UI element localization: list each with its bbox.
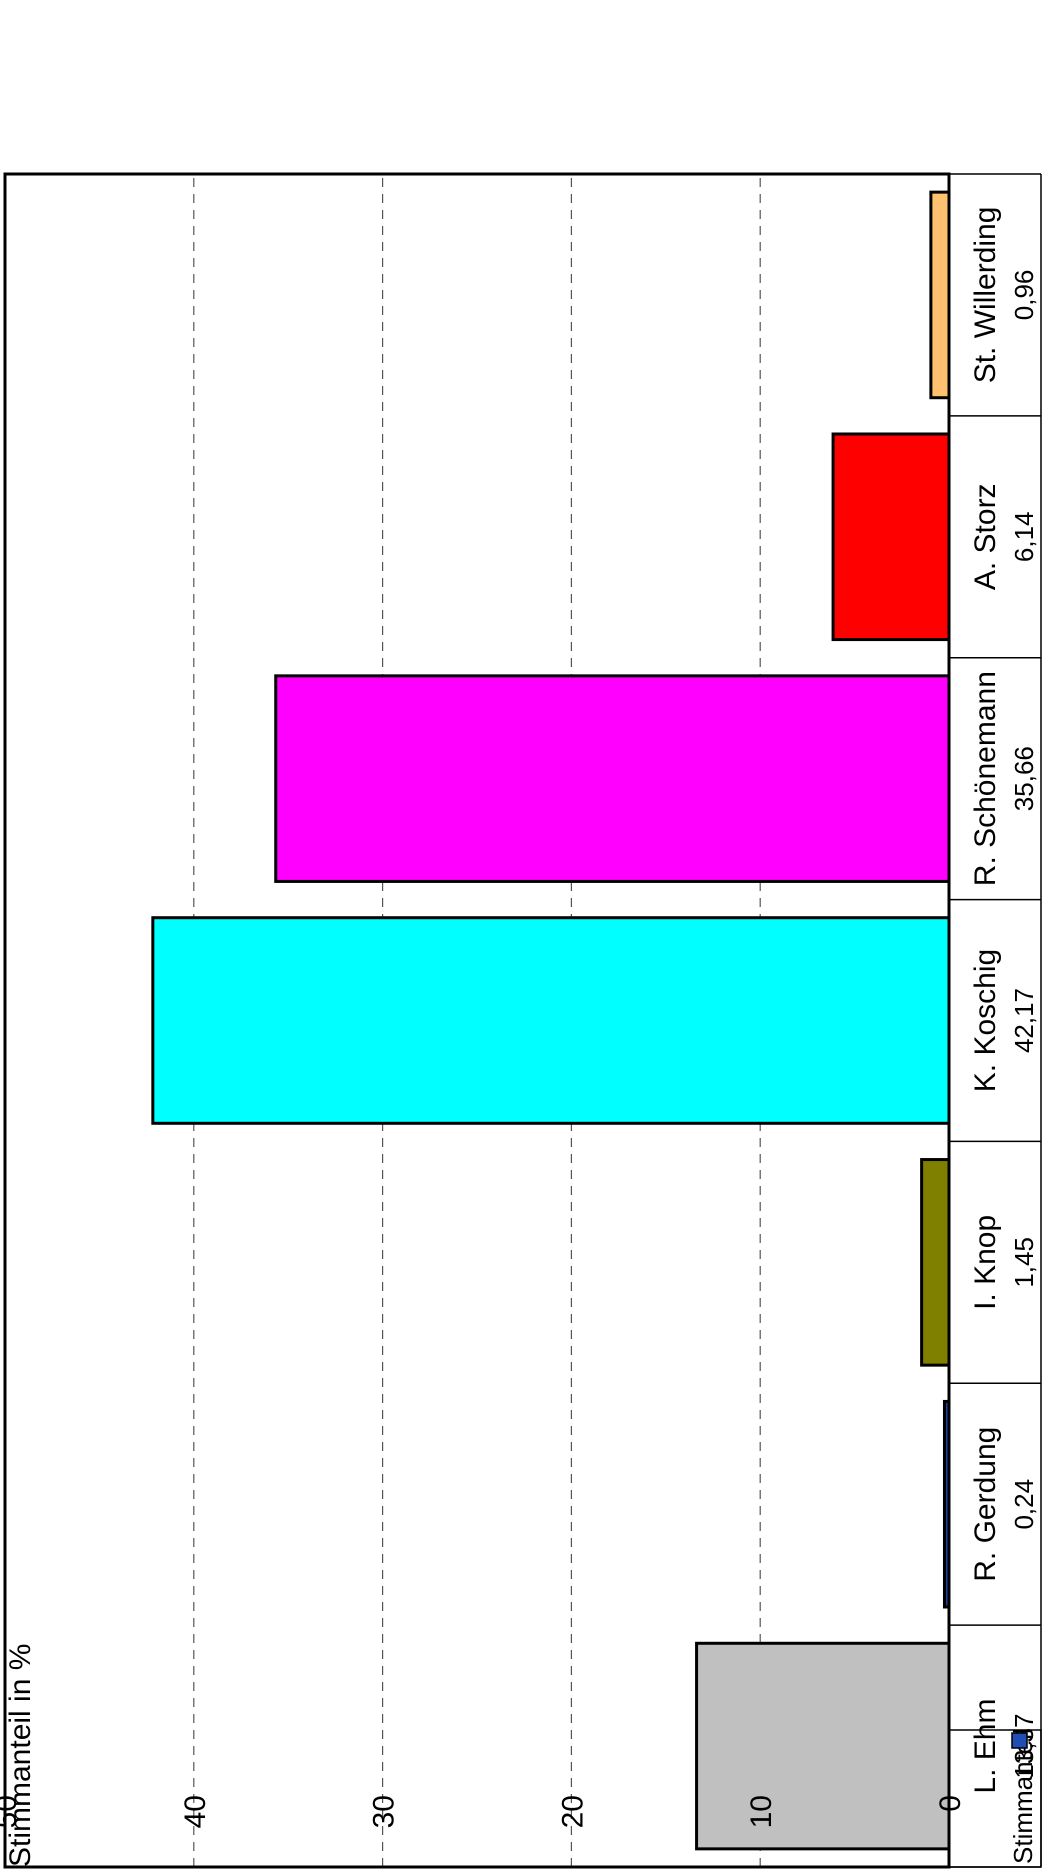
bar	[920, 1158, 951, 1367]
category-label: R. Schönemann	[969, 671, 1002, 886]
legend-label: Stimmanteil	[1008, 1728, 1038, 1864]
value-label: 0,24	[1009, 1479, 1039, 1530]
category-label: I. Knop	[969, 1215, 1002, 1310]
bar	[831, 432, 951, 642]
bars-group	[151, 190, 951, 1851]
legend-cell	[948, 1729, 1042, 1868]
category-label: K. Koschig	[969, 949, 1002, 1092]
value-label: 0,96	[1009, 270, 1039, 321]
legend-swatch	[1011, 1732, 1028, 1749]
grid-lines	[193, 174, 761, 1867]
value-label: 42,17	[1009, 988, 1039, 1053]
y-tick-label: 30	[368, 1795, 401, 1828]
y-tick-label: 40	[179, 1795, 212, 1828]
y-tick-label: 20	[556, 1795, 589, 1828]
category-label: L. Ehm	[969, 1699, 1002, 1794]
y-tick-label: 0	[934, 1795, 967, 1812]
bar	[151, 916, 951, 1125]
category-label: St. Willerding	[969, 207, 1002, 384]
y-tick-labels: 0 10 20 30 40 50	[0, 1795, 967, 1828]
bar	[929, 190, 951, 400]
legend: Stimmanteil	[948, 1728, 1042, 1868]
plot-frame	[3, 172, 951, 1869]
y-tick-label: 10	[745, 1795, 778, 1828]
bar	[274, 674, 951, 883]
category-label: A. Storz	[969, 483, 1002, 590]
bar	[695, 1641, 951, 1851]
value-label: 6,14	[1009, 511, 1039, 562]
value-label: 35,66	[1009, 746, 1039, 811]
value-label: 1,45	[1009, 1237, 1039, 1288]
category-label: R. Gerdung	[969, 1427, 1002, 1582]
y-tick-label: 50	[0, 1795, 23, 1828]
y-axis-title: Stimmanteil in %	[4, 1644, 37, 1867]
